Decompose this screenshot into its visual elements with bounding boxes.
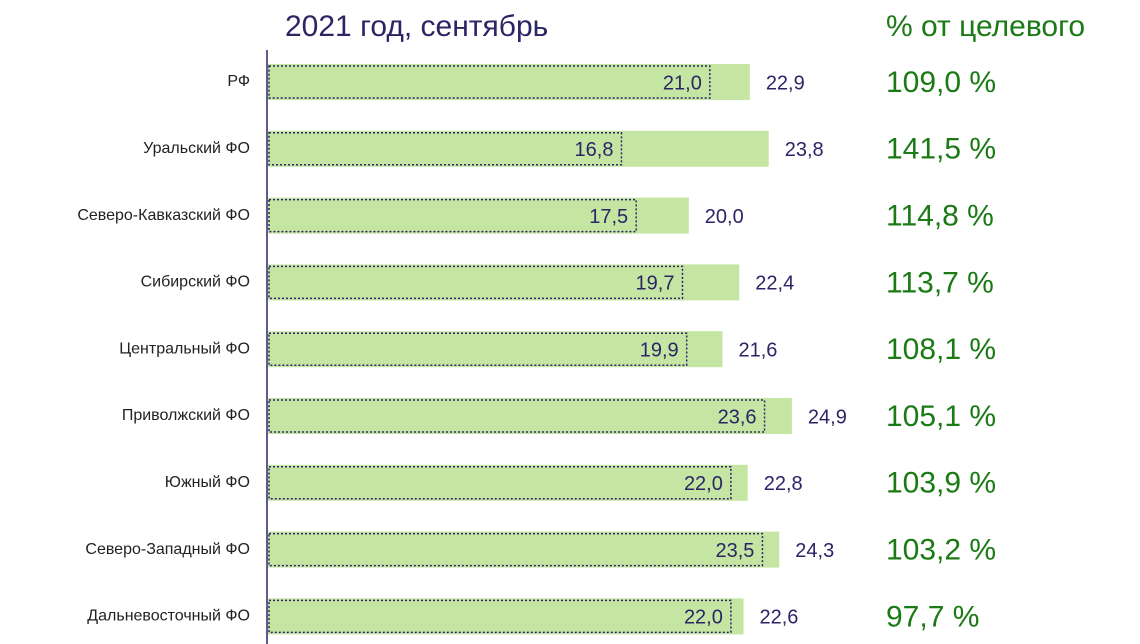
value-label: 22,8 — [764, 473, 803, 495]
percent-label: 103,9 % — [886, 467, 996, 500]
bar — [268, 130, 769, 167]
target-label: 19,7 — [636, 273, 675, 295]
target-label: 22,0 — [684, 473, 723, 495]
bar — [268, 464, 748, 501]
percent-label: 109,0 % — [886, 66, 996, 99]
percent-label: 114,8 % — [886, 200, 994, 233]
target-bar — [268, 132, 623, 166]
category-label: Северо-Кавказский ФО — [77, 207, 250, 224]
percent-label: 141,5 % — [886, 133, 996, 166]
value-label: 23,8 — [785, 139, 824, 161]
target-bar — [268, 599, 732, 634]
category-label: Уральский ФО — [143, 140, 250, 157]
category-label: Южный ФО — [165, 474, 250, 491]
category-label: Дальневосточный ФО — [87, 608, 250, 625]
target-label: 23,6 — [718, 406, 757, 428]
target-bar — [268, 265, 684, 300]
percent-label: 113,7 % — [886, 266, 994, 299]
target-label: 22,0 — [684, 607, 723, 629]
percent-label: 108,1 % — [886, 333, 996, 366]
target-bar — [268, 466, 732, 500]
category-label: Северо-Западный ФО — [85, 541, 250, 558]
target-label: 23,5 — [716, 540, 755, 562]
percent-label: 105,1 % — [886, 400, 996, 433]
chart-title: 2021 год, сентябрь — [285, 10, 548, 43]
side-title: % от целевого — [886, 10, 1085, 43]
category-label: Приволжский ФО — [122, 407, 250, 424]
percent-label: 103,2 % — [886, 534, 996, 567]
category-label: Сибирский ФО — [141, 274, 250, 291]
bar — [268, 398, 792, 434]
target-bar — [268, 332, 688, 366]
target-label: 17,5 — [589, 206, 628, 228]
bar — [268, 197, 689, 234]
category-label: Центральный ФО — [119, 340, 250, 357]
target-bar — [268, 65, 711, 99]
value-label: 24,9 — [808, 406, 847, 428]
value-label: 22,6 — [760, 607, 799, 629]
bar — [268, 64, 750, 100]
bar — [268, 264, 740, 301]
target-label: 21,0 — [663, 72, 702, 94]
target-label: 16,8 — [575, 139, 614, 161]
value-label: 20,0 — [705, 206, 744, 228]
value-label: 22,4 — [755, 273, 794, 295]
category-label: РФ — [227, 73, 250, 90]
bar — [268, 331, 723, 368]
target-bar — [268, 532, 764, 567]
value-label: 22,9 — [766, 72, 805, 94]
percent-label: 97,7 % — [886, 600, 979, 633]
value-label: 21,6 — [738, 339, 777, 361]
bar — [268, 598, 744, 635]
target-label: 19,9 — [640, 339, 679, 361]
bar — [268, 531, 780, 568]
value-label: 24,3 — [795, 540, 834, 562]
